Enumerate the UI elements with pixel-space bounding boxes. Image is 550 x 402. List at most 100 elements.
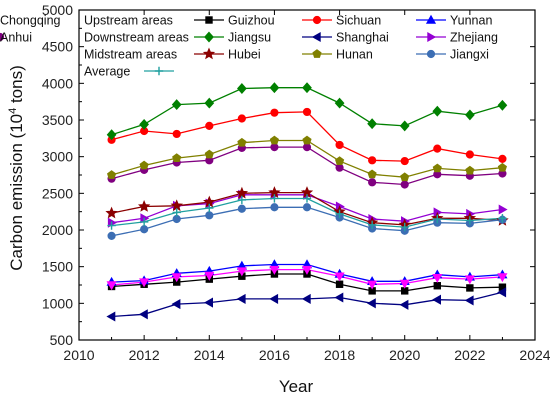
legend-label-sichuan: Sichuan: [336, 14, 381, 28]
legend-marker-jiangxi: [426, 49, 436, 59]
data-point-average: [367, 220, 377, 230]
data-point-chongqing: [464, 275, 475, 285]
legend-group-label: Midstream areas: [84, 48, 177, 62]
data-point-sichuan: [498, 154, 507, 163]
data-point-chongqing: [367, 280, 378, 290]
legend-label-hubei: Hubei: [228, 48, 261, 62]
legend-marker-anhui: [0, 32, 5, 42]
data-point-hunan: [335, 156, 345, 165]
data-point-guizhou: [466, 284, 474, 292]
x-tick-label: 2012: [129, 347, 160, 363]
data-point-zhejiang: [498, 204, 508, 215]
y-tick-label: 2000: [42, 222, 73, 238]
data-point-jiangsu: [399, 120, 410, 132]
legend: Upstream areas Guizhou Sichuan Yunnan Chongq…: [0, 14, 498, 79]
data-point-jiangsu: [106, 129, 117, 141]
data-point-chongqing: [399, 279, 410, 289]
y-tick-label: 4500: [42, 39, 73, 55]
data-point-anhui: [335, 163, 344, 172]
data-point-average: [400, 222, 409, 232]
data-point-average: [498, 214, 507, 223]
data-point-jiangsu: [465, 109, 475, 121]
data-point-jiangsu: [497, 99, 508, 111]
data-point-hunan: [204, 149, 214, 159]
x-tick-label: 2010: [63, 347, 94, 363]
data-point-chongqing: [269, 265, 280, 275]
legend-group-label: Average: [84, 65, 130, 79]
y-tick-label: 1000: [42, 295, 73, 311]
data-point-chongqing: [171, 273, 182, 283]
data-point-average: [172, 208, 181, 217]
data-point-jiangsu: [204, 97, 215, 109]
legend-label-hunan: Hunan: [336, 48, 373, 62]
series-markers-average: [107, 194, 507, 232]
series-line-jiangxi: [111, 206, 503, 237]
legend-label-shanghai: Shanghai: [336, 31, 389, 45]
legend-marker-sichuan: [312, 15, 322, 25]
data-point-hunan: [400, 172, 410, 182]
data-point-shanghai: [464, 295, 474, 306]
legend-label-guizhou: Guizhou: [228, 14, 275, 28]
data-point-jiangsu: [139, 118, 149, 130]
legend-marker-zhejiang: [427, 31, 437, 43]
data-point-chongqing: [497, 273, 508, 283]
data-point-shanghai: [366, 298, 376, 309]
x-tick-label: 2016: [259, 347, 290, 363]
series-markers-sichuan: [107, 107, 507, 166]
legend-group-label: Upstream areas: [84, 14, 173, 28]
data-point-sichuan: [368, 156, 377, 165]
series-markers-jiangsu: [106, 82, 508, 141]
y-tick-label: 5000: [42, 2, 73, 18]
data-point-average: [433, 214, 442, 224]
data-point-shanghai: [269, 293, 279, 304]
y-tick-label: 3000: [42, 149, 73, 165]
plot-markers: [105, 82, 509, 322]
data-point-hunan: [367, 169, 377, 179]
legend-marker-guizhou: [205, 16, 213, 24]
data-point-shanghai: [106, 311, 116, 322]
data-point-sichuan: [270, 108, 279, 117]
data-point-anhui: [368, 178, 377, 187]
x-axis-title: Year: [279, 377, 314, 396]
data-point-shanghai: [301, 293, 311, 304]
data-point-jiangxi: [205, 211, 214, 220]
y-tick-label: 3500: [42, 112, 73, 128]
data-point-hubei: [235, 186, 249, 199]
x-tick-label: 2018: [324, 347, 355, 363]
legend-marker-hunan: [312, 49, 322, 58]
data-point-hunan: [269, 135, 279, 145]
data-point-sichuan: [433, 144, 442, 153]
data-point-jiangsu: [171, 99, 182, 111]
data-point-sichuan: [172, 129, 181, 139]
y-tick-label: 4000: [42, 75, 73, 91]
data-point-hunan: [172, 153, 182, 162]
data-point-chongqing: [334, 272, 345, 282]
data-point-jiangxi: [140, 225, 149, 234]
data-point-average: [270, 194, 279, 203]
data-point-average: [465, 216, 475, 225]
legend-label-jiangxi: Jiangxi: [450, 48, 489, 62]
data-point-hunan: [139, 160, 149, 170]
x-tick-label: 2022: [454, 347, 485, 363]
data-point-average: [139, 217, 149, 227]
data-point-shanghai: [171, 299, 181, 310]
data-point-average: [302, 194, 312, 203]
data-point-sichuan: [335, 140, 344, 150]
y-axis-title: Carbon emission (104 tons): [7, 65, 26, 271]
data-point-sichuan: [237, 114, 246, 123]
data-point-anhui: [270, 143, 279, 152]
data-point-jiangxi: [107, 231, 116, 240]
legend-label-yunnan: Yunnan: [450, 14, 492, 28]
data-point-jiangsu: [269, 82, 280, 94]
data-point-chongqing: [301, 265, 313, 275]
data-point-chongqing: [204, 271, 215, 281]
data-point-sichuan: [205, 121, 214, 130]
data-point-hunan: [497, 162, 507, 172]
data-point-chongqing: [432, 274, 443, 283]
series-markers-hunan: [107, 135, 507, 182]
data-point-hubei: [170, 199, 183, 212]
data-point-hunan: [237, 137, 247, 147]
data-point-shanghai: [138, 309, 148, 320]
data-point-shanghai: [204, 297, 213, 308]
